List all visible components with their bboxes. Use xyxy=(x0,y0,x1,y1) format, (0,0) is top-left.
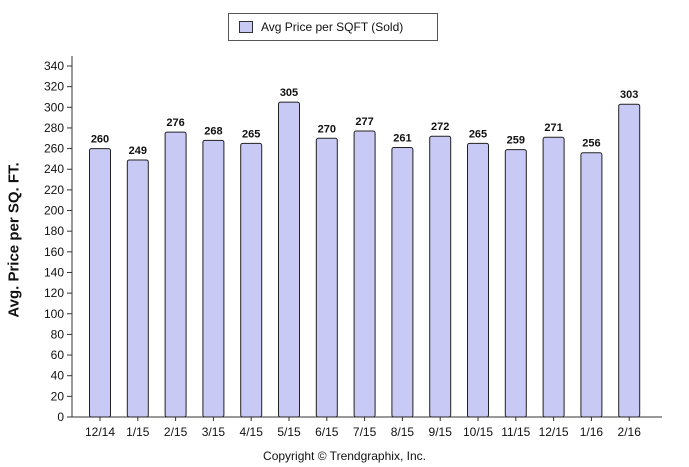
bar xyxy=(278,101,300,418)
bar xyxy=(542,136,565,418)
x-tick-label: 7/15 xyxy=(353,425,377,439)
x-tick-label: 5/15 xyxy=(277,425,301,439)
x-tick-label: 12/15 xyxy=(539,425,569,439)
y-tick-label: 320 xyxy=(44,80,64,94)
bars xyxy=(89,101,641,418)
bar xyxy=(315,137,338,418)
bar-value-label: 305 xyxy=(280,87,298,99)
y-tick-label: 20 xyxy=(51,389,65,403)
y-tick-label: 100 xyxy=(44,307,64,321)
y-tick-label: 120 xyxy=(44,286,64,300)
bar xyxy=(580,152,603,418)
y-tick-label: 220 xyxy=(44,183,64,197)
bar xyxy=(164,131,187,418)
labels: 260 12/14 249 1/15 276 2/15 268 3/15 265 4/15 305 5… xyxy=(85,87,641,439)
bar xyxy=(618,103,641,418)
x-tick-label: 1/16 xyxy=(580,425,604,439)
bar-value-label: 303 xyxy=(620,89,638,101)
x-tick-label: 2/16 xyxy=(618,425,642,439)
bar xyxy=(429,135,452,418)
bar-value-label: 249 xyxy=(129,145,147,157)
y-tick-label: 80 xyxy=(51,327,65,341)
bar xyxy=(467,142,489,418)
bar xyxy=(202,139,225,418)
y-tick-label: 60 xyxy=(51,348,65,362)
y-tick-label: 260 xyxy=(44,142,64,156)
legend-label: Avg Price per SQFT (Sold) xyxy=(261,20,404,34)
bar-value-label: 265 xyxy=(469,128,487,140)
x-tick-label: 10/15 xyxy=(463,425,493,439)
x-tick-label: 9/15 xyxy=(429,425,453,439)
y-tick-label: 200 xyxy=(44,204,64,218)
y-tick-label: 140 xyxy=(44,265,64,279)
bar-value-label: 272 xyxy=(431,121,449,133)
x-tick-label: 3/15 xyxy=(202,425,226,439)
bar-value-label: 259 xyxy=(507,135,525,147)
x-tick-label: 4/15 xyxy=(240,425,264,439)
y-tick-label: 340 xyxy=(44,59,64,73)
x-tick-label: 8/15 xyxy=(391,425,415,439)
y-axis-label: Avg. Price per SQ. FT. xyxy=(5,162,23,318)
legend-swatch xyxy=(239,21,253,33)
copyright-text: Copyright © Trendgraphix, Inc. xyxy=(263,449,426,463)
bar xyxy=(240,142,263,418)
y-tick-label: 300 xyxy=(44,100,64,114)
bar-value-label: 256 xyxy=(582,138,600,150)
x-tick-label: 12/14 xyxy=(85,425,115,439)
y-tick-label: 160 xyxy=(44,245,64,259)
x-tick-label: 6/15 xyxy=(315,425,339,439)
axes: 0 20 40 60 80 100 120 140 160 180 200 220 240 260 280 3… xyxy=(44,56,662,424)
y-tick-label: 280 xyxy=(44,121,64,135)
legend: Avg Price per SQFT (Sold) xyxy=(228,13,438,41)
bar xyxy=(391,147,414,418)
y-tick-label: 240 xyxy=(44,162,64,176)
bar xyxy=(126,159,149,418)
bar-value-label: 270 xyxy=(318,123,336,135)
bar-value-label: 268 xyxy=(204,125,222,137)
bar xyxy=(89,148,111,418)
bar-value-label: 261 xyxy=(393,133,411,145)
bar-value-label: 271 xyxy=(544,122,562,134)
bar-value-label: 277 xyxy=(355,116,373,128)
y-tick-label: 180 xyxy=(44,224,64,238)
bar-value-label: 276 xyxy=(166,117,184,129)
bar xyxy=(504,149,527,418)
x-tick-label: 1/15 xyxy=(126,425,150,439)
y-tick-label: 40 xyxy=(51,369,65,383)
bar-value-label: 265 xyxy=(242,128,260,140)
x-tick-label: 2/15 xyxy=(164,425,188,439)
bar-value-label: 260 xyxy=(91,134,109,146)
bar xyxy=(353,130,376,418)
x-tick-label: 11/15 xyxy=(501,425,530,439)
y-tick-label: 0 xyxy=(57,410,64,424)
